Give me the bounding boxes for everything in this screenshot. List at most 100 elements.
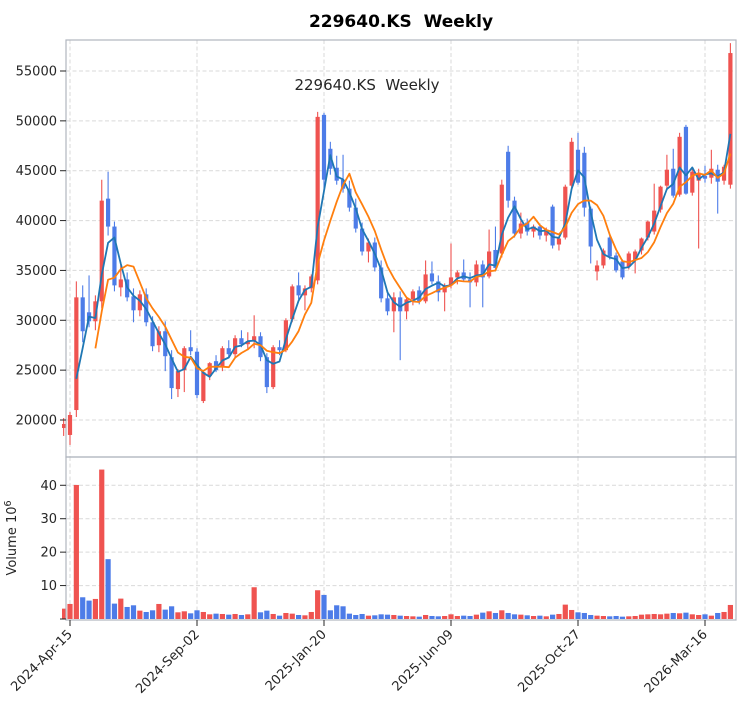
- candle-body: [245, 341, 250, 345]
- volume-bar: [657, 614, 664, 619]
- volume-bar: [67, 603, 73, 619]
- volume-bar: [607, 616, 613, 619]
- gridlines: [66, 40, 736, 620]
- volume-bar: [492, 612, 499, 619]
- volume-bar: [73, 484, 79, 619]
- volume-bar: [308, 611, 314, 619]
- volume-bar: [410, 616, 416, 619]
- volume-bar: [486, 611, 492, 619]
- candle-body: [506, 151, 511, 201]
- volume-bar: [200, 611, 206, 619]
- volume-bar: [543, 616, 549, 619]
- candle-body: [99, 200, 104, 302]
- candle-body: [182, 348, 187, 371]
- volume-tick-label: 40: [40, 479, 57, 494]
- volume-bar: [372, 615, 378, 619]
- volume-bar: [188, 613, 194, 619]
- volume-bar: [708, 615, 714, 619]
- volume-bar: [213, 613, 219, 619]
- volume-bar: [619, 616, 626, 619]
- volume-bar: [219, 613, 225, 619]
- volume-bar: [111, 603, 118, 619]
- volume-bar: [632, 615, 638, 619]
- volume-bar: [238, 614, 245, 619]
- candle-body: [702, 175, 708, 179]
- volume-bar: [251, 587, 257, 619]
- volume-bar: [62, 608, 67, 619]
- volume-bar: [118, 598, 124, 619]
- volume-bar: [581, 612, 587, 619]
- candle-body: [290, 286, 295, 320]
- volume-bar: [207, 614, 213, 619]
- volume-bar: [423, 614, 429, 619]
- volume-bar: [505, 612, 511, 619]
- volume-bar: [442, 615, 448, 619]
- volume-bar: [683, 612, 689, 619]
- volume-unit-exponent: 6: [3, 500, 14, 506]
- axes-title: 229640.KS Weekly: [294, 76, 440, 94]
- volume-bar: [80, 597, 86, 619]
- candle-body: [493, 249, 498, 268]
- volume-bar: [92, 598, 98, 619]
- candle-body: [588, 208, 593, 247]
- candle-body: [112, 226, 117, 286]
- date-tick-label: 2025-Oct-27: [515, 627, 583, 695]
- volume-bar: [416, 616, 422, 619]
- candle-body: [658, 186, 663, 210]
- candle-body: [175, 371, 181, 390]
- candle-body: [137, 294, 142, 311]
- volume-bar: [378, 614, 384, 619]
- candle-body: [194, 351, 200, 396]
- volume-bar: [169, 606, 175, 619]
- volume-bar: [321, 594, 327, 619]
- volume-bar: [626, 616, 632, 619]
- candle-body: [531, 226, 536, 232]
- volume-bar: [677, 613, 683, 619]
- volume-bar: [346, 613, 352, 619]
- candle-body: [283, 320, 288, 351]
- candle-body: [315, 116, 320, 281]
- volume-bar: [340, 606, 346, 619]
- candle-body: [544, 229, 549, 236]
- candle-body: [550, 206, 555, 246]
- volume-bar: [588, 614, 594, 619]
- candle-body: [226, 348, 231, 355]
- ma3-line: [75, 133, 732, 379]
- candle-body: [436, 281, 441, 293]
- volume-bar: [276, 615, 283, 619]
- candle-body: [385, 298, 390, 312]
- volume-bar: [480, 612, 486, 619]
- volume-bars: [62, 469, 733, 619]
- candle-body: [556, 238, 562, 245]
- volume-bar: [359, 613, 365, 619]
- candle-body: [404, 299, 409, 312]
- candle-body: [207, 363, 212, 377]
- volume-bar: [467, 615, 473, 619]
- volume-bar: [575, 612, 581, 619]
- candle-body: [474, 264, 479, 283]
- candle-body: [296, 285, 301, 296]
- volume-bar: [696, 614, 702, 619]
- volume-bar: [670, 612, 676, 619]
- volume-bar: [499, 610, 505, 619]
- candle-body: [271, 347, 276, 388]
- candle-body: [677, 136, 682, 195]
- volume-bar: [232, 613, 238, 619]
- candle-body: [664, 169, 669, 186]
- candle-body: [569, 141, 574, 186]
- candles: [62, 43, 733, 445]
- volume-bar: [327, 610, 333, 619]
- date-tick-label: 2025-Jun-09: [390, 627, 457, 694]
- volume-bar: [245, 614, 251, 619]
- candle-body: [252, 336, 257, 342]
- volume-bar: [613, 615, 619, 619]
- candle-body: [639, 238, 644, 251]
- volume-bar: [283, 612, 289, 619]
- price-tick-label: 45000: [16, 164, 57, 179]
- volume-bar: [365, 615, 372, 619]
- volume-bar: [334, 605, 340, 619]
- candle-body: [575, 149, 581, 183]
- volume-bar: [530, 615, 537, 619]
- volume-bar: [638, 614, 645, 619]
- candle-body: [614, 255, 619, 271]
